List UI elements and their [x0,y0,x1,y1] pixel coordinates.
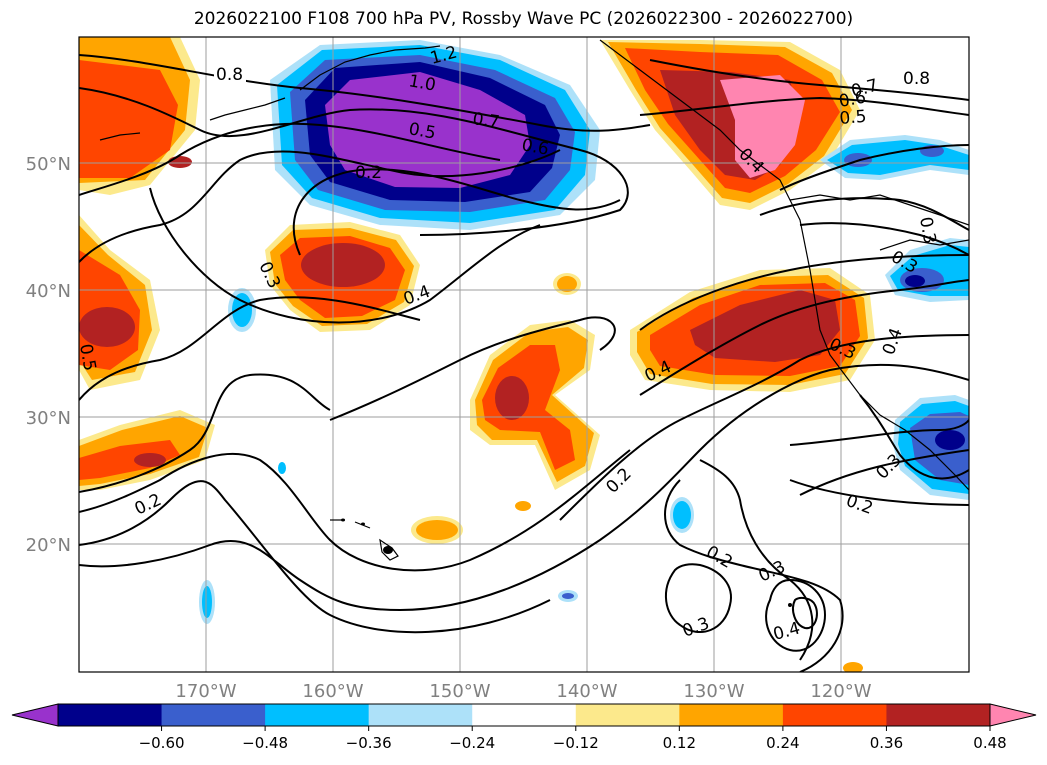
svg-text:0.5: 0.5 [407,119,437,143]
lon-label: 140°W [556,681,617,702]
lat-label: 50°N [26,154,71,175]
colorbar-tick-label: −0.36 [346,734,392,752]
contour-label: 0.5 [839,107,868,129]
svg-text:1.0: 1.0 [407,71,437,95]
lat-label: 20°N [26,535,71,556]
colorbar-frame [57,703,991,727]
colorbar-segment [575,704,680,726]
figure-title: 2026022100 F108 700 hPa PV, Rossby Wave … [193,9,854,29]
colorbar-extend-low [11,703,59,727]
contour-label: 0.6 [520,135,550,159]
lon-label: 150°W [429,681,490,702]
contour-label: 0.3 [915,215,939,245]
svg-text:0.8: 0.8 [216,65,243,85]
pc-shading [79,37,969,672]
colorbar-tick-label: 0.48 [973,734,1006,752]
contour-label: 0.8 [903,69,930,89]
colorbar-segment [782,704,887,726]
coastlines [99,39,969,561]
colorbar-tick-label: 0.36 [870,734,903,752]
islands [341,518,792,607]
svg-text:0.2: 0.2 [355,163,382,183]
contour-label: 0.5 [75,342,99,372]
contour-label: 0.2 [355,163,382,183]
colorbar-tick-label: −0.24 [449,734,495,752]
lat-labels: 50°N 40°N 30°N 20°N [26,154,71,556]
colorbar: −0.60 −0.48 −0.36 −0.24 −0.12 0.12 0.24 0.36 0.4… [11,703,1037,752]
contour-label: 0.8 [214,64,246,85]
colorbar-extend-high [989,703,1037,727]
svg-text:0.5: 0.5 [75,342,99,372]
colorbar-segment [886,704,991,726]
colorbar-segment [58,704,163,726]
colorbar-segment [472,704,577,726]
contour-label: 0.7 [471,109,501,133]
colorbar-tick-label: −0.12 [553,734,599,752]
colorbar-tick-label: −0.48 [242,734,288,752]
lon-label: 130°W [683,681,744,702]
svg-text:0.6: 0.6 [837,88,867,112]
svg-text:0.7: 0.7 [471,109,501,133]
lon-labels: 170°W 160°W 150°W 140°W 130°W 120°W [175,681,871,702]
lon-label: 160°W [302,681,363,702]
svg-text:0.8: 0.8 [903,69,930,89]
colorbar-segment [679,704,784,726]
svg-text:0.6: 0.6 [520,135,550,159]
svg-text:0.5: 0.5 [839,107,868,129]
colorbar-tick-label: 0.12 [663,734,696,752]
colorbar-tick-label: 0.24 [766,734,799,752]
lat-label: 40°N [26,281,71,302]
colorbar-segment [161,704,266,726]
colorbar-tick-label: −0.60 [139,734,185,752]
lon-label: 170°W [175,681,236,702]
contour-label: 0.5 [407,119,437,143]
contour-label: 0.6 [837,88,867,112]
plot-frame [78,36,970,673]
lon-label: 120°W [810,681,871,702]
contour-label: 1.0 [407,71,437,95]
colorbar-segment [368,704,473,726]
colorbar-segment [265,704,370,726]
graticule [79,37,969,672]
svg-text:0.3: 0.3 [915,215,939,245]
lat-label: 30°N [26,408,71,429]
